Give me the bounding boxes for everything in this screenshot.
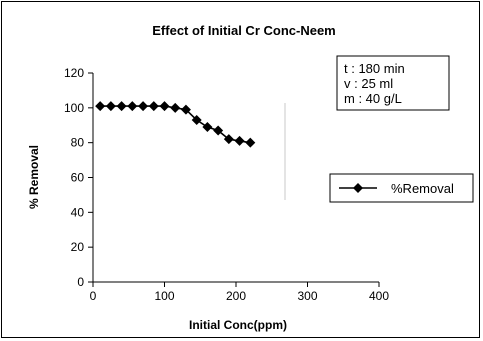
data-point-marker [116, 101, 127, 112]
x-ticks: 0 100 200 300 400 [90, 282, 389, 303]
data-point-marker [105, 101, 116, 112]
legend-label: %Removal [391, 181, 454, 196]
x-tick-label: 300 [297, 289, 317, 303]
series-markers [95, 101, 256, 148]
y-tick-label: 0 [77, 275, 84, 289]
x-tick-label: 100 [154, 289, 174, 303]
y-tick-label: 40 [71, 205, 85, 219]
x-tick-label: 400 [369, 289, 389, 303]
legend-marker-diamond [353, 183, 363, 193]
note-line-volume: v : 25 ml [344, 76, 393, 91]
y-ticks: 0 20 40 60 80 100 120 [64, 66, 93, 289]
data-point-marker [148, 101, 159, 112]
note-line-time: t : 180 min [344, 61, 405, 76]
data-point-marker [159, 101, 170, 112]
data-point-marker [223, 134, 234, 145]
y-tick-label: 120 [64, 66, 84, 80]
series-removal [95, 101, 256, 148]
note-box [336, 55, 450, 111]
x-tick-label: 0 [90, 289, 97, 303]
data-point-marker [191, 115, 202, 126]
y-tick-label: 60 [71, 171, 85, 185]
data-point-marker [95, 101, 106, 112]
note-line-mass: m : 40 g/L [344, 91, 402, 106]
data-point-marker [245, 137, 256, 148]
data-point-marker [213, 125, 224, 136]
chart-title: Effect of Initial Cr Conc-Neem [152, 23, 335, 38]
data-point-marker [234, 135, 245, 146]
y-tick-label: 20 [71, 240, 85, 254]
y-tick-label: 80 [71, 136, 85, 150]
data-point-marker [202, 121, 213, 132]
x-tick-label: 200 [226, 289, 246, 303]
y-tick-label: 100 [64, 101, 84, 115]
legend: %Removal [329, 173, 474, 203]
data-point-marker [180, 104, 191, 115]
condition-note: t : 180 min v : 25 ml m : 40 g/L [336, 55, 450, 111]
x-axis-label: Initial Conc(ppm) [189, 318, 287, 332]
y-axis-label: % Removal [27, 145, 41, 209]
data-point-marker [138, 101, 149, 112]
data-point-marker [127, 101, 138, 112]
data-point-marker [170, 102, 181, 113]
